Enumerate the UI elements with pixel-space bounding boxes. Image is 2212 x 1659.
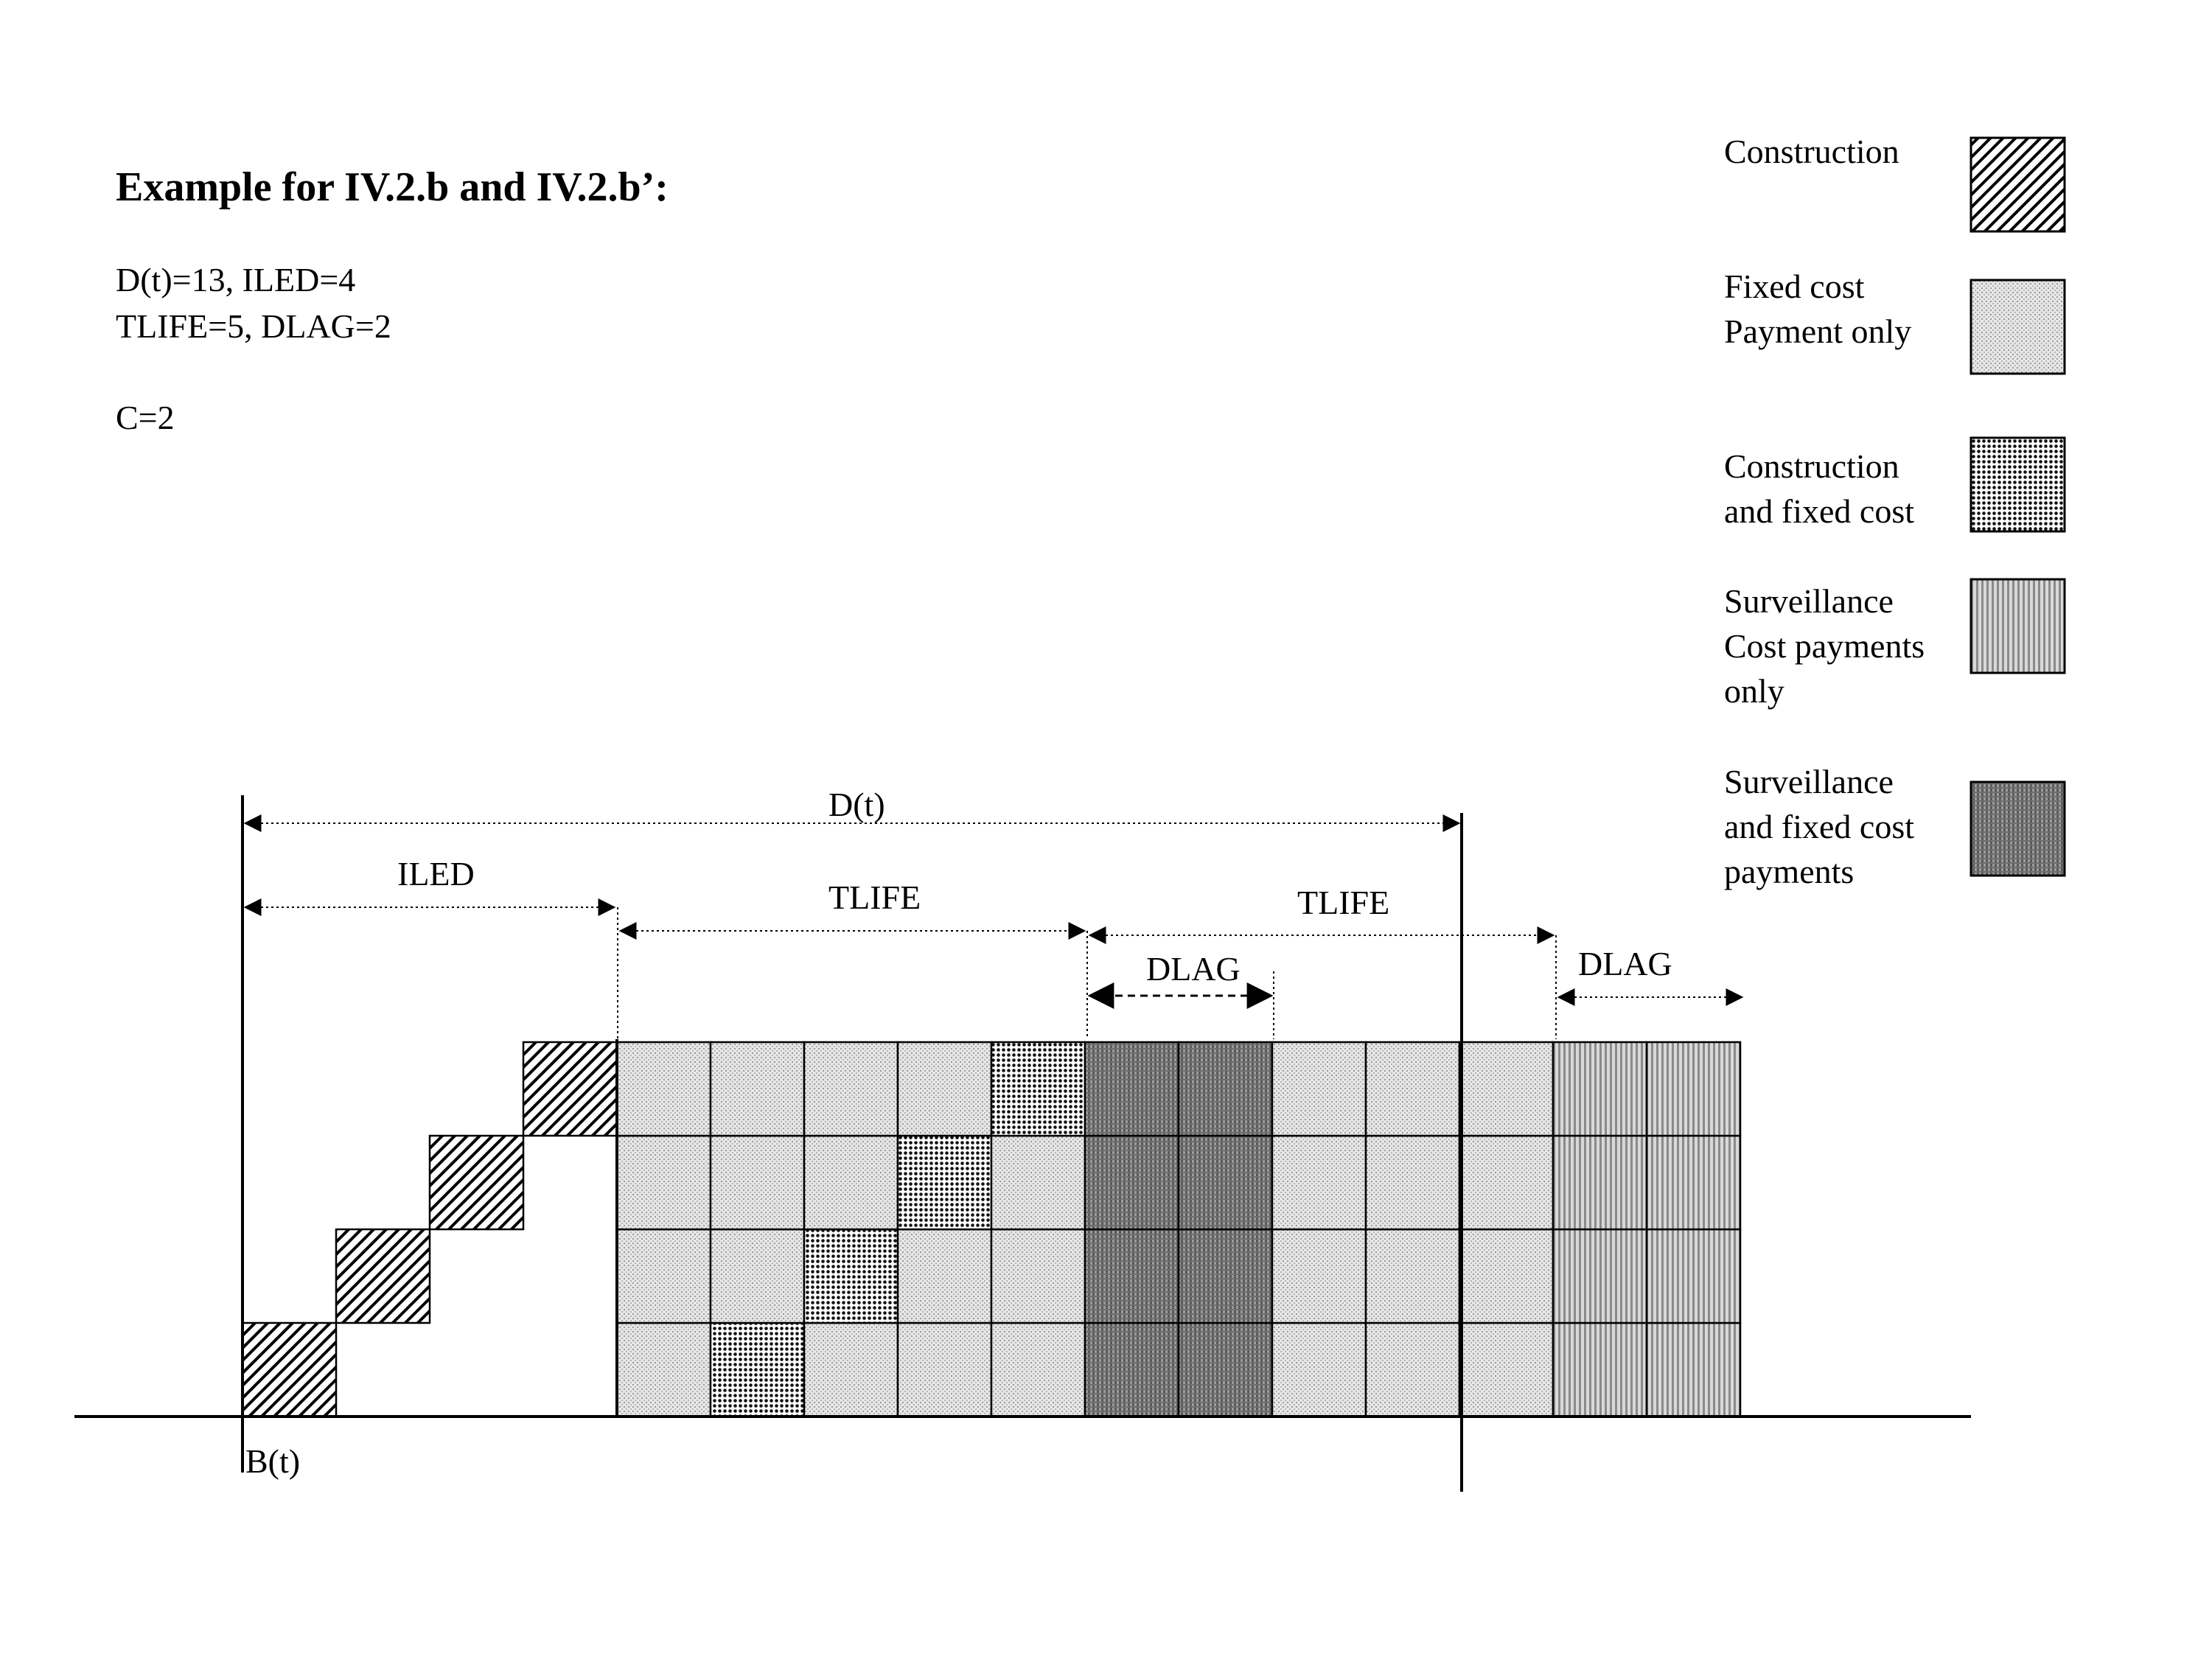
cell-fixed (1458, 1041, 1555, 1137)
legend-label-fixed: Fixed cost (1724, 268, 1865, 305)
dimension-iled: ILED (243, 855, 616, 916)
cell-surveillance (1645, 1134, 1742, 1231)
cell-construction (428, 1134, 525, 1231)
legend-label-surveillance: Cost payments (1724, 627, 1925, 665)
cell-fixed (990, 1321, 1086, 1418)
cell-fixed (709, 1041, 806, 1137)
cell-surveillance-fixed (1084, 1228, 1180, 1324)
cell-surveillance (1552, 1228, 1648, 1324)
legend-swatch-construction-fixed (1969, 436, 2066, 533)
legend-label-construction-fixed: Construction (1724, 447, 1899, 485)
cell-fixed (1271, 1041, 1367, 1137)
legend-label-surveillance-fixed: payments (1724, 853, 1854, 890)
legend-swatch-surveillance-fixed (1969, 780, 2066, 877)
cell-construction-fixed (803, 1228, 899, 1324)
cell-fixed (1271, 1228, 1367, 1324)
cell-surveillance (1645, 1321, 1742, 1418)
diagram-title: Example for IV.2.b and IV.2.b’: (116, 164, 669, 210)
cell-surveillance-fixed (1084, 1321, 1180, 1418)
cell-fixed (1271, 1134, 1367, 1231)
legend-swatch-surveillance (1969, 578, 2066, 674)
cell-fixed (1458, 1228, 1555, 1324)
cell-surveillance (1552, 1041, 1648, 1137)
cell-construction (522, 1041, 618, 1137)
cell-surveillance-fixed (1177, 1134, 1274, 1231)
legend-label-surveillance-fixed: and fixed cost (1724, 808, 1914, 845)
dimension-dlag-1: DLAG (1087, 950, 1274, 1039)
cell-surveillance-fixed (1177, 1228, 1274, 1324)
cell-fixed (803, 1321, 899, 1418)
cell-construction (335, 1228, 431, 1324)
bt-label: B(t) (245, 1442, 300, 1480)
cell-fixed (615, 1321, 712, 1418)
cell-construction-fixed (990, 1041, 1086, 1137)
cell-fixed (990, 1134, 1086, 1231)
cost-grid (241, 1041, 1742, 1418)
dimension-dlag-2: DLAG (1555, 935, 1744, 1039)
legend-swatch-construction (1969, 136, 2066, 233)
cell-fixed (803, 1134, 899, 1231)
tlife-label-2: TLIFE (1297, 884, 1389, 921)
cell-construction-fixed (709, 1321, 806, 1418)
cell-surveillance-fixed (1177, 1041, 1274, 1137)
legend-label-surveillance: Surveillance (1724, 582, 1894, 620)
cell-fixed (1364, 1228, 1461, 1324)
dimension-dt: D(t) (243, 786, 1461, 832)
legend-label-fixed: Payment only (1724, 312, 1911, 350)
cell-fixed (1364, 1134, 1461, 1231)
cell-fixed (896, 1321, 993, 1418)
cell-surveillance-fixed (1177, 1321, 1274, 1418)
legend-label-surveillance-fixed: Surveillance (1724, 763, 1894, 800)
legend: Construction Fixed cost Payment only Constr… (1724, 133, 2066, 890)
cell-fixed (1364, 1041, 1461, 1137)
cell-fixed (1364, 1321, 1461, 1418)
cell-fixed (615, 1228, 712, 1324)
tlife-label-1: TLIFE (828, 879, 921, 916)
cell-surveillance-fixed (1084, 1041, 1180, 1137)
cell-fixed (990, 1228, 1086, 1324)
param-line-3: C=2 (116, 399, 175, 436)
legend-swatch-fixed (1969, 279, 2066, 375)
cell-fixed (709, 1228, 806, 1324)
dt-label: D(t) (828, 786, 885, 823)
cell-construction (241, 1321, 338, 1418)
cell-fixed (1458, 1321, 1555, 1418)
legend-label-construction: Construction (1724, 133, 1899, 170)
cell-fixed (803, 1041, 899, 1137)
cell-surveillance (1552, 1321, 1648, 1418)
dlag-label-1: DLAG (1146, 950, 1241, 988)
dlag-label-2: DLAG (1578, 945, 1672, 982)
cell-fixed (615, 1134, 712, 1231)
cell-surveillance (1552, 1134, 1648, 1231)
param-line-1: D(t)=13, ILED=4 (116, 261, 355, 298)
cell-fixed (896, 1228, 993, 1324)
cell-fixed (709, 1134, 806, 1231)
dimension-tlife-1: TLIFE (617, 879, 1086, 1039)
cell-surveillance-fixed (1084, 1134, 1180, 1231)
dimension-tlife-2: TLIFE (1086, 884, 1555, 1039)
cell-fixed (1271, 1321, 1367, 1418)
iled-label: ILED (397, 855, 475, 893)
legend-label-surveillance: only (1724, 672, 1784, 710)
cell-construction-fixed (896, 1134, 993, 1231)
param-line-2: TLIFE=5, DLAG=2 (116, 307, 391, 345)
cell-fixed (615, 1041, 712, 1137)
cell-surveillance (1645, 1228, 1742, 1324)
legend-label-construction-fixed: and fixed cost (1724, 492, 1914, 530)
cell-fixed (896, 1041, 993, 1137)
cell-surveillance (1645, 1041, 1742, 1137)
cell-fixed (1458, 1134, 1555, 1231)
